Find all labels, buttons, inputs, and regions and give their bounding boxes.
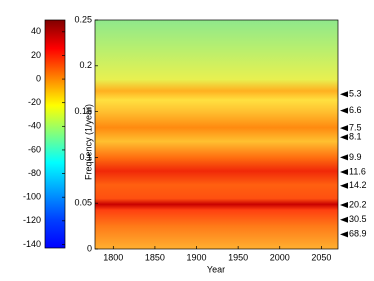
y-tick-label: 0.2 (79, 60, 92, 70)
colorbar-tick-label: -100 (23, 192, 41, 202)
colorbar-tick-label: -80 (28, 168, 41, 178)
annotation-label: 68.9 (349, 229, 367, 239)
colorbar (44, 19, 66, 249)
y-tick-label: 0.05 (74, 198, 92, 208)
colorbar-tick-label: 20 (31, 50, 41, 60)
colorbar-tick-label: 40 (31, 26, 41, 36)
annotation-arrow (340, 169, 348, 176)
y-axis-label: Frequency (1/year) (83, 104, 93, 180)
plot-frame (94, 19, 339, 250)
x-tick-label: 1850 (145, 252, 165, 262)
annotation-label: 9.9 (349, 152, 362, 162)
annotation-label: 7.5 (349, 122, 362, 132)
annotation-label: 14.2 (349, 180, 367, 190)
colorbar-tick-label: -40 (28, 121, 41, 131)
colorbar-tick-label: -140 (23, 239, 41, 249)
spectrogram (95, 20, 338, 249)
annotation-arrow (340, 182, 348, 189)
annotation-label: 8.1 (349, 132, 362, 142)
colorbar-tick-label: -60 (28, 144, 41, 154)
x-tick-label: 1950 (228, 252, 248, 262)
y-tick-label: 0 (87, 243, 92, 253)
annotation-arrow (340, 91, 348, 98)
y-tick-label: 0.25 (74, 14, 92, 24)
colorbar-tick-label: -120 (23, 215, 41, 225)
annotation-arrow (340, 134, 348, 141)
annotation-label: 5.3 (349, 89, 362, 99)
y-tick-label: 0.15 (74, 106, 92, 116)
annotation-arrow (340, 154, 348, 161)
x-tick-label: 2050 (311, 252, 331, 262)
annotation-label: 6.6 (349, 105, 362, 115)
x-tick-label: 1900 (187, 252, 207, 262)
colorbar-tick-label: 0 (36, 73, 41, 83)
annotation-arrow (340, 231, 348, 238)
y-tick-label: 0.1 (79, 152, 92, 162)
annotation-label: 20.2 (349, 199, 367, 209)
annotation-arrow (340, 216, 348, 223)
annotation-label: 11.6 (349, 166, 366, 176)
x-tick-label: 1800 (103, 252, 123, 262)
x-axis-label: Year (207, 264, 225, 274)
colorbar-tick-label: -20 (28, 97, 41, 107)
annotation-arrow (340, 125, 348, 132)
x-tick-label: 2000 (270, 252, 290, 262)
annotation-arrow (340, 107, 348, 114)
annotation-arrow (340, 202, 348, 209)
annotation-label: 30.5 (349, 214, 367, 224)
